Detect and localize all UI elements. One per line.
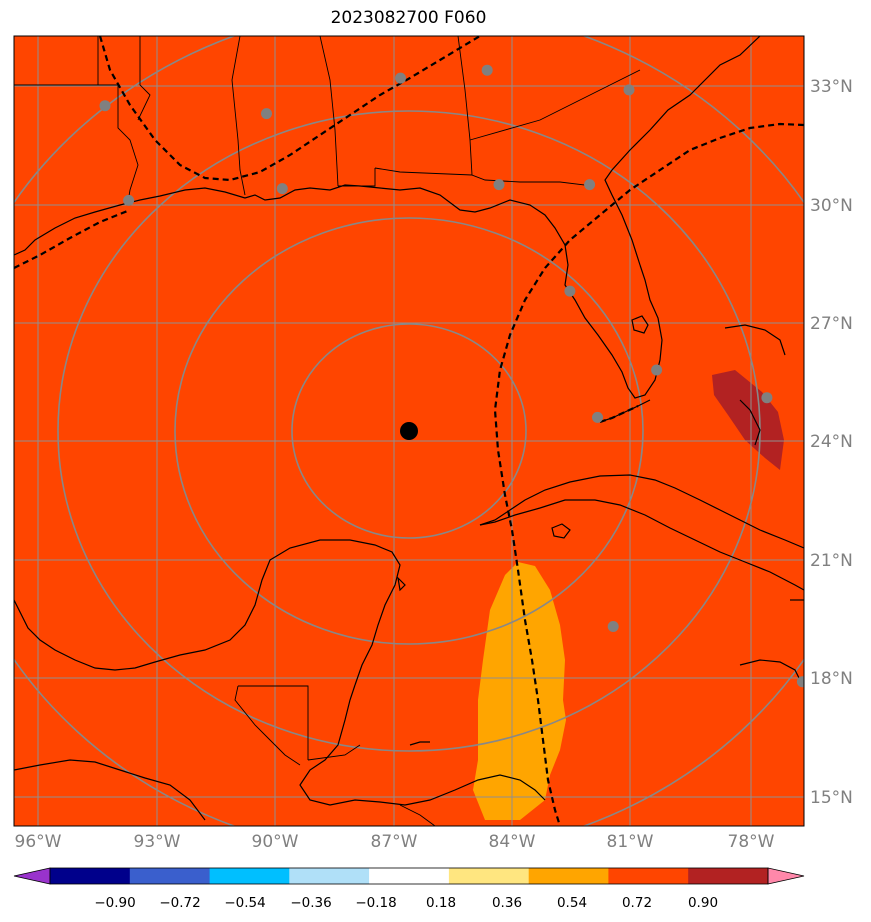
colorbar-tick-label: 0.72 <box>622 895 652 911</box>
colorbar-segment <box>289 868 370 884</box>
lon-label: 87°W <box>371 832 418 852</box>
colorbar-tick-label: 0.18 <box>426 895 456 911</box>
lat-label: 21°N <box>810 551 853 571</box>
lat-label: 18°N <box>810 669 853 689</box>
colorbar-tick-label: −0.36 <box>290 895 331 911</box>
colorbar-segment <box>50 868 131 884</box>
lat-label: 33°N <box>810 77 853 97</box>
station-marker <box>276 183 288 195</box>
station-marker <box>623 84 635 96</box>
colorbar-tick-label: −0.90 <box>94 895 135 911</box>
map-frame <box>13 35 805 827</box>
lon-label: 96°W <box>15 832 62 852</box>
colorbar-segment <box>129 868 211 884</box>
station-marker <box>761 392 773 404</box>
colorbar-segment <box>448 868 530 884</box>
station-marker <box>261 108 272 120</box>
lon-label: 84°W <box>489 832 536 852</box>
colorbar-tick-label: 0.36 <box>492 895 522 911</box>
lat-label: 27°N <box>810 314 853 334</box>
station-markers <box>99 64 804 688</box>
colorbar-frame <box>49 867 769 885</box>
station-marker <box>481 64 493 76</box>
colorbar-segment <box>369 868 450 884</box>
station-marker <box>796 676 804 688</box>
station-marker <box>564 285 576 297</box>
lon-labels: 96°W 93°W 90°W 87°W 84°W 81°W 78°W <box>15 832 775 852</box>
lon-label: 93°W <box>134 832 181 852</box>
colorbar-tick-label: −0.72 <box>159 895 200 911</box>
station-marker <box>651 364 663 376</box>
coastlines <box>14 36 804 821</box>
colorbar-extend-low <box>13 867 51 885</box>
station-marker <box>395 72 406 84</box>
colorbar-segment <box>608 868 689 884</box>
station-marker <box>592 411 603 423</box>
colorbar-extend-high <box>767 867 805 885</box>
map-title: 2023082700 F060 <box>330 8 487 28</box>
station-marker <box>99 100 111 112</box>
graticule <box>14 36 804 826</box>
lon-label: 90°W <box>252 832 299 852</box>
lon-label: 78°W <box>728 832 775 852</box>
colorbar-ticks: −0.90 −0.72 −0.54 −0.36 −0.18 0.18 0.36 … <box>94 895 718 911</box>
station-marker <box>607 621 619 632</box>
station-marker <box>123 194 135 206</box>
colorbar-tick-label: −0.54 <box>224 895 265 911</box>
lat-label: 30°N <box>810 196 853 216</box>
colorbar-segment <box>688 868 769 884</box>
dark-red-region <box>712 370 784 470</box>
colorbar-segment <box>528 868 609 884</box>
storm-center-marker <box>400 422 418 440</box>
station-marker <box>493 179 505 191</box>
lat-label: 15°N <box>810 788 853 808</box>
dashed-contours <box>14 36 804 826</box>
colorbar-tick-label: 0.54 <box>557 895 587 911</box>
colorbar-tick-label: −0.18 <box>355 895 396 911</box>
colorbar <box>13 867 805 885</box>
lat-label: 24°N <box>810 432 853 452</box>
lon-label: 81°W <box>607 832 654 852</box>
orange-region <box>473 562 566 820</box>
colorbar-tick-label: 0.90 <box>688 895 718 911</box>
lat-labels: 33°N 30°N 27°N 24°N 21°N 18°N 15°N <box>810 77 853 808</box>
station-marker <box>584 179 596 191</box>
colorbar-segment <box>209 868 290 884</box>
borders <box>14 36 641 826</box>
